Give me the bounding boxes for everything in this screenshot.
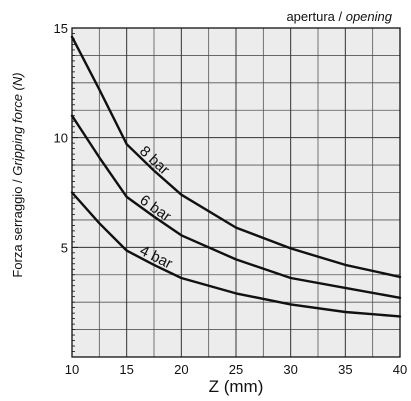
y-axis-title-unit: (N) — [10, 72, 25, 94]
series-lines — [70, 35, 402, 318]
x-tick-label: 20 — [174, 362, 188, 377]
x-tick-label: 30 — [283, 362, 297, 377]
x-tick-labels: 10 15 20 25 30 35 40 — [65, 362, 407, 377]
grid-major — [72, 28, 400, 357]
y-tick-label: 10 — [54, 131, 68, 146]
series-line — [70, 191, 402, 318]
y-axis-title: Forza serraggio / Gripping force (N) — [10, 72, 25, 277]
y-axis-title-main: Forza serraggio — [10, 187, 25, 278]
series-line — [70, 35, 402, 279]
chart-title: apertura / opening — [286, 9, 392, 24]
x-tick-label: 10 — [65, 362, 79, 377]
y-axis-title-italic: Gripping force — [10, 94, 25, 176]
chart-title-separator: / — [335, 9, 346, 24]
series-line — [70, 114, 402, 299]
chart-title-italic: opening — [346, 9, 393, 24]
x-tick-label: 40 — [393, 362, 407, 377]
chart-title-main: apertura — [286, 9, 335, 24]
x-tick-label: 15 — [119, 362, 133, 377]
x-tick-label: 35 — [338, 362, 352, 377]
x-tick-label: 25 — [229, 362, 243, 377]
x-axis-title: Z (mm) — [209, 377, 264, 396]
y-tick-label: 5 — [61, 240, 68, 255]
y-tick-label: 15 — [54, 21, 68, 36]
y-axis-title-separator: / — [10, 176, 25, 187]
y-tick-labels: 5 10 15 — [54, 21, 68, 255]
y-minor-ticks — [72, 27, 78, 358]
